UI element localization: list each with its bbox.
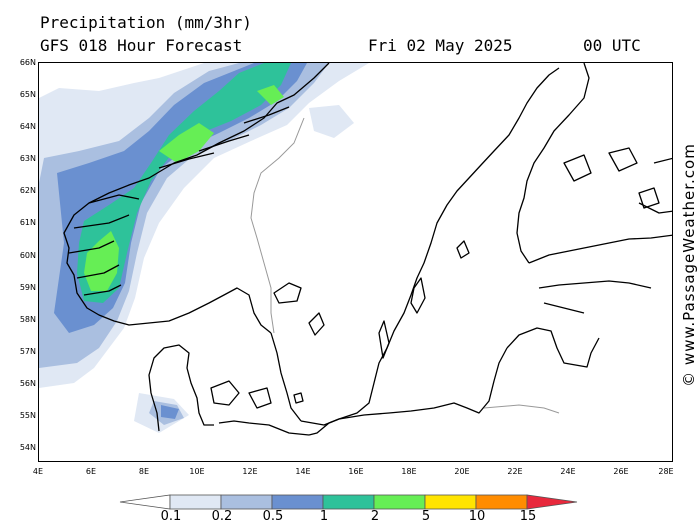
legend-label-0_2: 0.2 [211,509,233,524]
legend-label-5: 5 [421,509,431,524]
legend-swatch-7 [475,494,528,510]
site-credit: © www.PassageWeather.com [680,143,698,387]
lat-label-58: 58N [19,315,36,324]
lat-label-64: 64N [19,122,36,131]
legend-swatch-5 [373,494,426,510]
lat-label-55: 55N [19,411,36,420]
precip-band-2 [84,85,284,291]
lon-label-24: 24E [560,467,576,476]
legend-label-2: 2 [370,509,380,524]
legend-swatch-0 [119,494,171,510]
coastlines [63,63,672,436]
lat-label-54: 54N [19,443,36,452]
legend-label-15: 15 [519,509,537,524]
forecast-time: 00 UTC [583,36,641,55]
lon-label-6: 6E [85,467,97,476]
precipitation-map[interactable] [38,62,673,462]
lat-label-62: 62N [19,186,36,195]
legend-label-1: 1 [319,509,329,524]
lon-label-28: 28E [658,467,674,476]
national-borders [250,117,560,414]
lat-label-63: 63N [19,154,36,163]
lat-label-56: 56N [19,379,36,388]
lat-label-60: 60N [19,251,36,260]
lat-label-57: 57N [19,347,36,356]
lon-label-18: 18E [401,467,417,476]
lon-label-22: 22E [507,467,523,476]
lon-label-26: 26E [613,467,629,476]
lat-label-66: 66N [19,58,36,67]
lat-label-61: 61N [19,218,36,227]
lon-label-16: 16E [348,467,364,476]
legend-swatch-6 [424,494,477,510]
forecast-date: Fri 02 May 2025 [368,36,513,55]
lat-label-59: 59N [19,283,36,292]
lon-label-20: 20E [454,467,470,476]
legend-swatch-3 [271,494,324,510]
legend-swatch-1 [169,494,222,510]
legend-label-0_5: 0.5 [262,509,284,524]
lon-label-10: 10E [189,467,205,476]
legend-swatch-8 [526,494,578,510]
legend-label-10: 10 [468,509,486,524]
legend-swatch-2 [220,494,273,510]
legend-swatch-4 [322,494,375,510]
lat-label-65: 65N [19,90,36,99]
lon-label-12: 12E [242,467,258,476]
lon-label-14: 14E [295,467,311,476]
legend-label-0_1: 0.1 [160,509,182,524]
lon-label-8: 8E [138,467,150,476]
lon-label-4: 4E [32,467,44,476]
forecast-hour: GFS 018 Hour Forecast [40,36,243,55]
precip-color-legend [119,494,578,510]
map-title: Precipitation (mm/3hr) [40,13,252,32]
